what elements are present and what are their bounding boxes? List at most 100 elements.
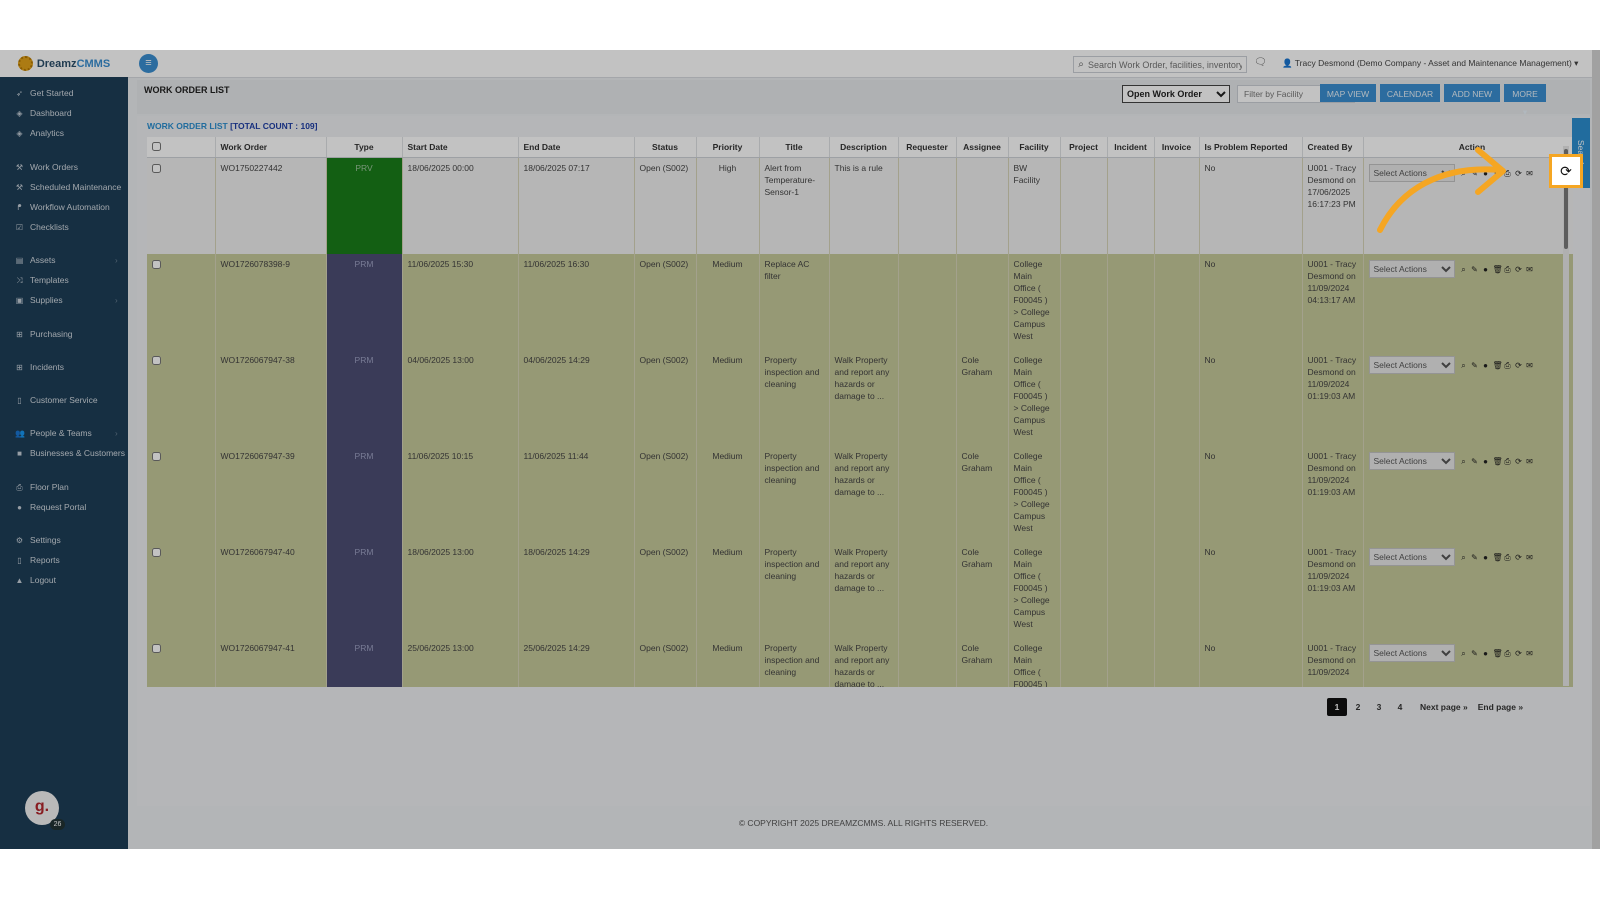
global-search[interactable]: ⌕ xyxy=(1073,56,1247,73)
avatar[interactable]: g. xyxy=(25,791,59,825)
print-icon[interactable]: ⎙ xyxy=(1504,361,1511,370)
print-icon[interactable]: ⎙ xyxy=(1504,265,1511,274)
sidebar-item-request-portal[interactable]: ● Request Portal xyxy=(15,502,86,512)
page-3-link[interactable]: 3 xyxy=(1376,702,1382,712)
sidebar-item-scheduled-maintenance[interactable]: ⚒ Scheduled Maintenance xyxy=(15,182,121,192)
edit-icon[interactable]: ✎ xyxy=(1471,361,1478,370)
column-header-facility[interactable]: Facility xyxy=(1008,137,1061,158)
column-header-title[interactable]: Title xyxy=(759,137,830,158)
work-order-filter-select[interactable]: Open Work Order xyxy=(1122,85,1230,103)
page-scrollbar[interactable] xyxy=(1592,50,1600,849)
edit-icon[interactable]: ✎ xyxy=(1471,169,1478,178)
edit-icon[interactable]: ✎ xyxy=(1471,457,1478,466)
mail-icon[interactable]: ✉ xyxy=(1526,457,1533,466)
column-header-project[interactable]: Project xyxy=(1060,137,1108,158)
sidebar-item-analytics[interactable]: ◈ Analytics xyxy=(15,128,64,138)
sidebar-item-reports[interactable]: ▯ Reports xyxy=(15,555,59,565)
mail-icon[interactable]: ✉ xyxy=(1526,169,1533,178)
trash-icon[interactable]: 🗑 xyxy=(1492,457,1503,466)
row-checkbox[interactable] xyxy=(152,548,161,557)
column-header-assignee[interactable]: Assignee xyxy=(956,137,1009,158)
comment-icon[interactable]: ● xyxy=(1483,553,1488,562)
refresh-icon[interactable]: ⟳ xyxy=(1515,553,1522,562)
print-icon[interactable]: ⎙ xyxy=(1504,649,1511,658)
comment-icon[interactable]: ● xyxy=(1483,361,1488,370)
column-header-work-order[interactable]: Work Order xyxy=(215,137,327,158)
search-icon[interactable]: ⌕ xyxy=(1461,169,1466,178)
chat-icon[interactable]: 🗨 xyxy=(1254,57,1267,68)
sidebar-item-get-started[interactable]: ➶ Get Started xyxy=(15,88,73,98)
sidebar-item-settings[interactable]: ⚙ Settings xyxy=(15,535,61,545)
more-button[interactable]: MORE ▾ xyxy=(1504,84,1546,117)
column-header-priority[interactable]: Priority xyxy=(696,137,760,158)
sidebar-item-logout[interactable]: ▲ Logout xyxy=(15,575,56,585)
mail-icon[interactable]: ✉ xyxy=(1526,649,1533,658)
select-actions-dropdown[interactable]: Select Actions xyxy=(1368,548,1455,566)
table-row[interactable]: WO1750227442 PRV 18/06/2025 00:00 18/06/202… xyxy=(147,157,1573,254)
sidebar-item-supplies[interactable]: ▣ Supplies › xyxy=(15,295,118,305)
app-logo[interactable]: DreamzCMMS xyxy=(0,50,128,77)
column-header-description[interactable]: Description xyxy=(829,137,899,158)
table-row[interactable]: WO1726067947-39 PRM 11/06/2025 10:15 11/06/… xyxy=(147,446,1573,542)
calendar-button[interactable]: CALENDAR xyxy=(1380,84,1440,102)
sidebar-item-people-teams[interactable]: 👥 People & Teams › xyxy=(15,428,118,438)
column-header-incident[interactable]: Incident xyxy=(1107,137,1155,158)
column-header-requester[interactable]: Requester xyxy=(898,137,957,158)
column-header-type[interactable]: Type xyxy=(326,137,403,158)
mail-icon[interactable]: ✉ xyxy=(1526,265,1533,274)
sidebar-item-purchasing[interactable]: ⊞ Purchasing xyxy=(15,329,72,339)
table-scrollbar[interactable] xyxy=(1563,146,1569,686)
trash-icon[interactable]: 🗑 xyxy=(1492,169,1503,178)
page-2-link[interactable]: 2 xyxy=(1355,702,1361,712)
search-icon[interactable]: ⌕ xyxy=(1461,649,1466,658)
row-checkbox[interactable] xyxy=(152,164,161,173)
mail-icon[interactable]: ✉ xyxy=(1526,553,1533,562)
user-menu[interactable]: 👤 Tracy Desmond (Demo Company - Asset an… xyxy=(1282,58,1578,69)
trash-icon[interactable]: 🗑 xyxy=(1492,265,1503,274)
comment-icon[interactable]: ● xyxy=(1483,649,1488,658)
table-row[interactable]: WO1726067947-41 PRM 25/06/2025 13:00 25/06/… xyxy=(147,638,1573,687)
search-icon[interactable]: ⌕ xyxy=(1461,553,1466,562)
column-header-invoice[interactable]: Invoice xyxy=(1154,137,1200,158)
sidebar-item-floor-plan[interactable]: ⎙ Floor Plan xyxy=(15,482,68,492)
row-checkbox[interactable] xyxy=(152,452,161,461)
print-icon[interactable]: ⎙ xyxy=(1504,169,1511,178)
select-actions-dropdown[interactable]: Select Actions xyxy=(1368,644,1455,662)
select-actions-dropdown[interactable]: Select Actions xyxy=(1368,164,1455,182)
sidebar-item-dashboard[interactable]: ◈ Dashboard xyxy=(15,108,71,118)
search-icon[interactable]: ⌕ xyxy=(1461,361,1466,370)
sidebar-item-workflow-automation[interactable]: ᖰ Workflow Automation xyxy=(15,202,109,212)
sidebar-item-templates[interactable]: ⤨ Templates xyxy=(15,275,68,285)
column-header-created-by[interactable]: Created By xyxy=(1302,137,1364,158)
table-scroll-thumb[interactable] xyxy=(1564,149,1568,249)
select-actions-dropdown[interactable]: Select Actions xyxy=(1368,356,1455,374)
column-header-status[interactable]: Status xyxy=(634,137,697,158)
column-header-is-problem-reported[interactable]: Is Problem Reported xyxy=(1199,137,1303,158)
print-icon[interactable]: ⎙ xyxy=(1504,553,1511,562)
add-new-button[interactable]: ADD NEW xyxy=(1444,84,1500,102)
sidebar-item-businesses-customers[interactable]: ■ Businesses & Customers › xyxy=(15,448,125,458)
row-checkbox[interactable] xyxy=(152,356,161,365)
select-actions-dropdown[interactable]: Select Actions xyxy=(1368,260,1455,278)
column-header-start-date[interactable]: Start Date xyxy=(402,137,519,158)
search-icon[interactable]: ⌕ xyxy=(1461,265,1466,274)
select-all-checkbox-cell[interactable] xyxy=(147,137,216,158)
sidebar-item-work-orders[interactable]: ⚒ Work Orders xyxy=(15,162,78,172)
sidebar-item-assets[interactable]: ▤ Assets › xyxy=(15,255,118,265)
refresh-icon-highlight[interactable]: ⟳ xyxy=(1549,154,1583,188)
end-page-link[interactable]: End page » xyxy=(1477,702,1524,712)
refresh-icon[interactable]: ⟳ xyxy=(1515,265,1522,274)
column-header-end-date[interactable]: End Date xyxy=(518,137,635,158)
mail-icon[interactable]: ✉ xyxy=(1526,361,1533,370)
table-row[interactable]: WO1726067947-40 PRM 18/06/2025 13:00 18/06/… xyxy=(147,542,1573,638)
edit-icon[interactable]: ✎ xyxy=(1471,553,1478,562)
refresh-icon[interactable]: ⟳ xyxy=(1515,649,1522,658)
comment-icon[interactable]: ● xyxy=(1483,457,1488,466)
refresh-icon[interactable]: ⟳ xyxy=(1515,457,1522,466)
sidebar-item-checklists[interactable]: ☑ Checklists xyxy=(15,222,69,232)
edit-icon[interactable]: ✎ xyxy=(1471,649,1478,658)
select-actions-dropdown[interactable]: Select Actions xyxy=(1368,452,1455,470)
sidebar-item-customer-service[interactable]: ▯ Customer Service xyxy=(15,395,97,405)
map-view-button[interactable]: MAP VIEW xyxy=(1320,84,1376,102)
table-row[interactable]: WO1726078398-9 PRM 11/06/2025 15:30 11/06/2… xyxy=(147,254,1573,350)
